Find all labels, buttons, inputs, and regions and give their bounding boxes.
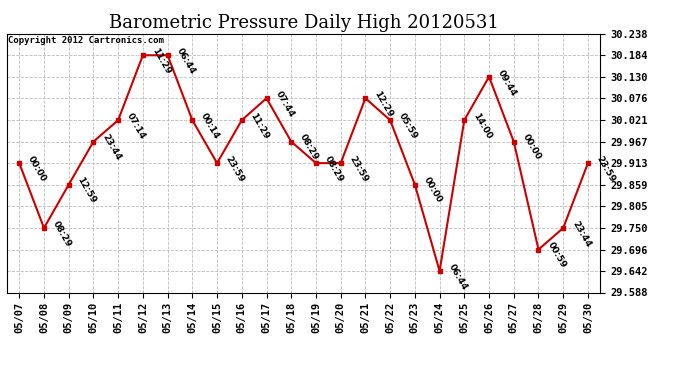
Text: 08:29: 08:29 [298, 133, 320, 162]
Text: 06:44: 06:44 [175, 46, 197, 76]
Text: 00:00: 00:00 [26, 154, 48, 183]
Text: 23:44: 23:44 [100, 133, 123, 162]
Text: 12:59: 12:59 [76, 176, 98, 206]
Title: Barometric Pressure Daily High 20120531: Barometric Pressure Daily High 20120531 [108, 14, 499, 32]
Text: 11:29: 11:29 [150, 46, 172, 76]
Text: 14:00: 14:00 [471, 111, 493, 141]
Text: 11:29: 11:29 [248, 111, 271, 141]
Text: 09:44: 09:44 [496, 68, 518, 98]
Text: 00:59: 00:59 [545, 241, 567, 270]
Text: 00:00: 00:00 [521, 133, 542, 162]
Text: 00:00: 00:00 [422, 176, 444, 205]
Text: 05:59: 05:59 [397, 111, 420, 141]
Text: 06:44: 06:44 [446, 262, 469, 292]
Text: Copyright 2012 Cartronics.com: Copyright 2012 Cartronics.com [8, 36, 164, 45]
Text: 23:59: 23:59 [595, 154, 617, 184]
Text: 23:59: 23:59 [348, 154, 370, 184]
Text: 12:29: 12:29 [373, 90, 395, 119]
Text: 08:29: 08:29 [51, 219, 73, 249]
Text: 07:14: 07:14 [125, 111, 147, 141]
Text: 07:44: 07:44 [273, 90, 296, 119]
Text: 08:29: 08:29 [323, 154, 345, 184]
Text: 23:44: 23:44 [570, 219, 593, 249]
Text: 23:59: 23:59 [224, 154, 246, 184]
Text: 00:14: 00:14 [199, 111, 221, 141]
